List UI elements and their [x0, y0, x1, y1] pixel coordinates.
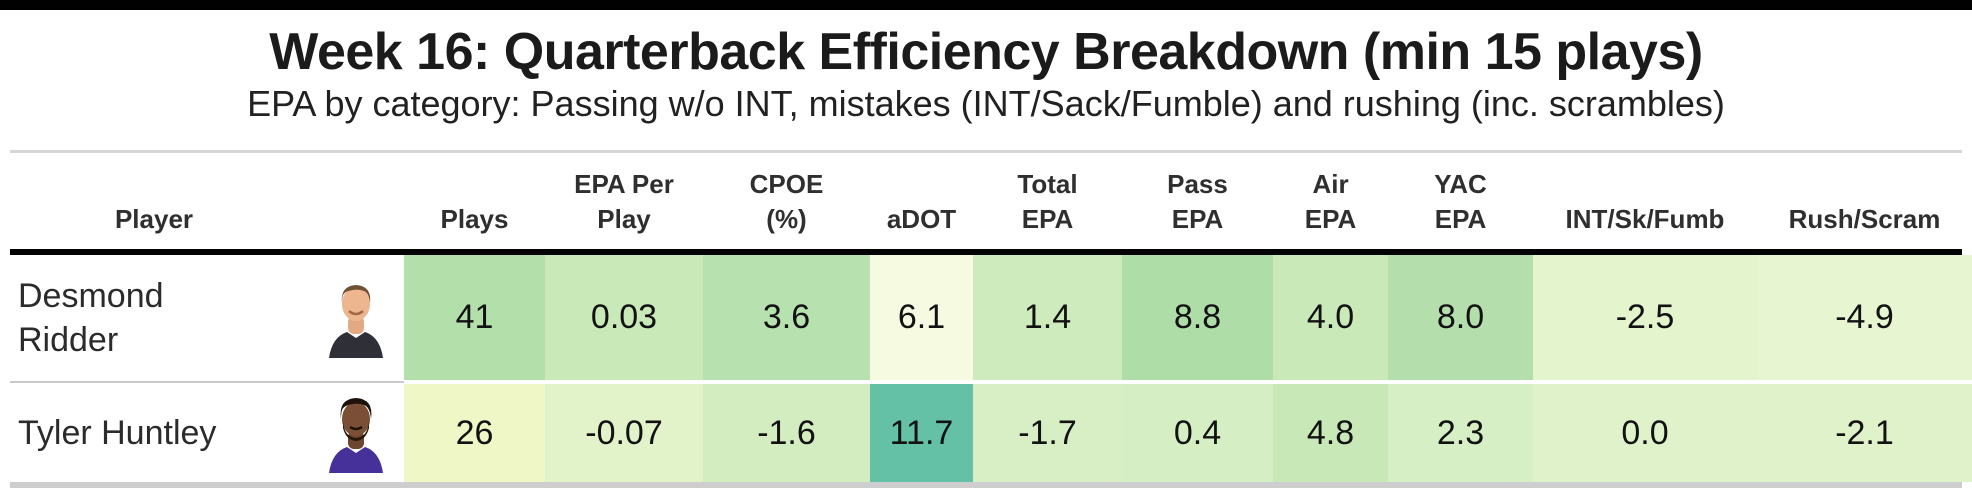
- stat-cell-plays: 26: [404, 384, 545, 482]
- column-header-yac-epa: YAC EPA: [1434, 169, 1487, 234]
- column-header-rush-scram: Rush/Scram: [1788, 204, 1941, 234]
- stat-cell-adot: 6.1: [870, 255, 973, 380]
- player-cell: Tyler Huntley: [0, 384, 404, 482]
- page-subtitle: EPA by category: Passing w/o INT, mistak…: [247, 83, 1725, 124]
- column-header-pass-epa: Pass EPA: [1167, 169, 1228, 234]
- stat-cell-air-epa: 4.0: [1273, 255, 1388, 380]
- stat-cell-epa-per-play: 0.03: [545, 255, 703, 380]
- column-header-adot: aDOT: [886, 204, 957, 234]
- header-bottom-rule: [10, 249, 1962, 255]
- column-header-int-sk-fumb: INT/Sk/Fumb: [1565, 204, 1725, 234]
- desmond-ridder-headshot: [320, 278, 392, 358]
- stat-cell-pass-epa: 0.4: [1122, 384, 1273, 482]
- stat-cell-total-epa: -1.7: [973, 384, 1122, 482]
- page-title: Week 16: Quarterback Efficiency Breakdow…: [269, 23, 1703, 81]
- bottom-margin: [0, 488, 1972, 495]
- player-cell: Desmond Ridder: [0, 255, 404, 380]
- tyler-huntley-headshot: [320, 393, 392, 473]
- column-header-cpoe: CPOE (%): [749, 169, 824, 234]
- stat-cell-rush-scram: -2.1: [1757, 384, 1972, 482]
- table-bottom-rule: [10, 482, 1962, 488]
- stat-cell-int-sk-fumb: 0.0: [1533, 384, 1757, 482]
- table-top-rule: [10, 150, 1962, 153]
- stat-cell-plays: 41: [404, 255, 545, 380]
- player-name: Tyler Huntley: [18, 414, 217, 452]
- column-header-air-epa: Air EPA: [1304, 169, 1357, 234]
- stat-cell-rush-scram: -4.9: [1757, 255, 1972, 380]
- player-name: Desmond Ridder: [18, 276, 164, 359]
- stat-cell-yac-epa: 8.0: [1388, 255, 1533, 380]
- stat-cell-cpoe: -1.6: [703, 384, 870, 482]
- stat-cell-total-epa: 1.4: [973, 255, 1122, 380]
- column-header-player: Player: [114, 204, 194, 234]
- stat-cell-pass-epa: 8.8: [1122, 255, 1273, 380]
- table-row-desmond-ridder: Desmond Ridder 41 0.03 3.6 6.1 1.4 8.8 4…: [0, 255, 1972, 380]
- stat-cell-cpoe: 3.6: [703, 255, 870, 380]
- stat-cell-air-epa: 4.8: [1273, 384, 1388, 482]
- stat-cell-int-sk-fumb: -2.5: [1533, 255, 1757, 380]
- stat-cell-yac-epa: 2.3: [1388, 384, 1533, 482]
- top-border-bar: [0, 0, 1972, 10]
- table-header-row: Player Plays EPA Per Play CPOE (%) aDOT …: [0, 153, 1972, 249]
- row-separator: [0, 380, 1972, 384]
- stat-cell-epa-per-play: -0.07: [545, 384, 703, 482]
- row-separator-line: [10, 381, 404, 383]
- table-row-tyler-huntley: Tyler Huntley 26 -0.07 -1.6 11.7 -1.7 0.…: [0, 384, 1972, 482]
- column-header-plays: Plays: [440, 204, 509, 234]
- stat-cell-adot: 11.7: [870, 384, 973, 482]
- column-header-epa-per-play: EPA Per Play: [574, 169, 674, 234]
- column-header-total-epa: Total EPA: [1017, 169, 1078, 234]
